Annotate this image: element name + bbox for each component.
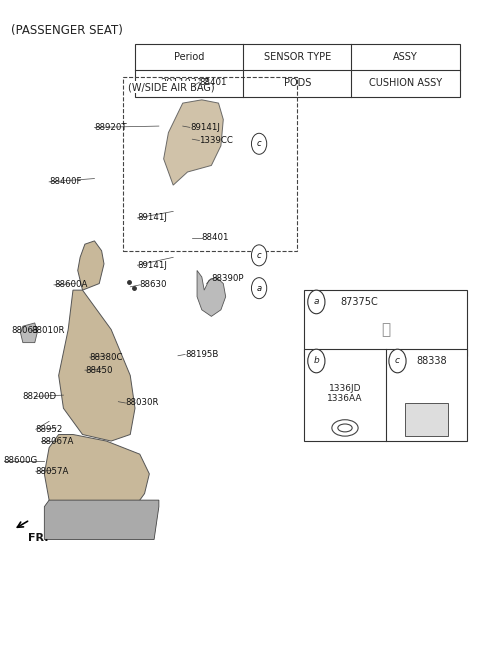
Text: 89141J: 89141J <box>137 261 167 270</box>
Text: (W/SIDE AIR BAG): (W/SIDE AIR BAG) <box>128 82 215 92</box>
Text: c: c <box>257 139 262 148</box>
Bar <box>304 290 467 356</box>
Text: 88063: 88063 <box>11 326 38 335</box>
Text: 89141J: 89141J <box>190 123 220 132</box>
Text: 88010R: 88010R <box>31 326 64 335</box>
Bar <box>304 349 467 441</box>
Text: 🔩: 🔩 <box>381 322 390 337</box>
Text: 88401: 88401 <box>202 233 229 242</box>
Text: 88390P: 88390P <box>211 274 244 283</box>
Text: 88400F: 88400F <box>49 177 82 186</box>
Text: PODS: PODS <box>284 78 311 88</box>
Text: 88200D: 88200D <box>23 392 57 401</box>
Text: 88630: 88630 <box>140 280 168 289</box>
Text: 20110317~: 20110317~ <box>160 78 218 88</box>
Circle shape <box>252 277 267 299</box>
Circle shape <box>308 290 325 314</box>
Polygon shape <box>78 241 104 290</box>
Text: 88338: 88338 <box>417 356 447 366</box>
Text: c: c <box>395 357 400 366</box>
Text: (PASSENGER SEAT): (PASSENGER SEAT) <box>11 24 123 38</box>
Text: 88600G: 88600G <box>4 456 38 465</box>
Circle shape <box>252 245 267 266</box>
Text: 88952: 88952 <box>36 425 63 434</box>
Polygon shape <box>164 100 223 185</box>
Polygon shape <box>59 290 135 441</box>
Text: 88067A: 88067A <box>40 436 74 445</box>
Text: ASSY: ASSY <box>393 52 418 62</box>
Text: 88057A: 88057A <box>36 467 69 476</box>
Ellipse shape <box>332 420 358 436</box>
Text: 88195B: 88195B <box>185 350 218 359</box>
Text: FR.: FR. <box>28 533 48 543</box>
Text: 88920T: 88920T <box>95 123 127 132</box>
Text: 1336JD: 1336JD <box>329 384 361 393</box>
Text: Period: Period <box>174 52 204 62</box>
Text: c: c <box>257 251 262 260</box>
Circle shape <box>389 349 406 373</box>
Text: 88450: 88450 <box>85 366 112 375</box>
Ellipse shape <box>338 424 352 432</box>
Text: CUSHION ASSY: CUSHION ASSY <box>369 78 442 88</box>
Bar <box>405 403 447 436</box>
Text: b: b <box>313 357 319 366</box>
Circle shape <box>308 349 325 373</box>
Text: 88600A: 88600A <box>54 280 87 289</box>
Text: a: a <box>256 283 262 293</box>
Polygon shape <box>197 270 226 316</box>
Circle shape <box>252 133 267 154</box>
Text: a: a <box>313 297 319 306</box>
Bar <box>135 44 459 96</box>
Text: 89141J: 89141J <box>137 214 167 223</box>
Bar <box>123 77 297 251</box>
Polygon shape <box>44 434 149 520</box>
Text: 88401: 88401 <box>199 78 227 86</box>
Text: 1336AA: 1336AA <box>327 394 363 403</box>
Polygon shape <box>44 500 159 540</box>
Text: 88380C: 88380C <box>90 353 123 362</box>
Text: 87375C: 87375C <box>340 297 378 307</box>
Text: 88030R: 88030R <box>125 399 159 407</box>
Text: SENSOR TYPE: SENSOR TYPE <box>264 52 331 62</box>
Polygon shape <box>21 323 37 343</box>
Text: 1339CC: 1339CC <box>199 136 233 145</box>
